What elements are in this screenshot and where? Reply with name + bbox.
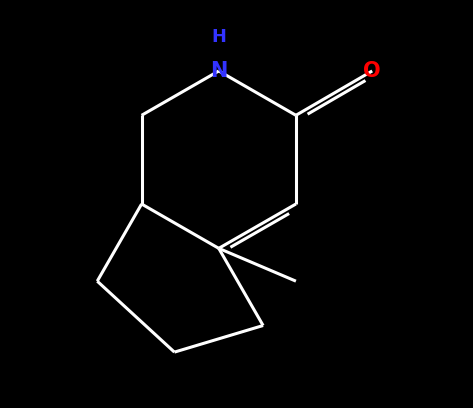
Text: N: N bbox=[210, 61, 228, 81]
Text: O: O bbox=[363, 61, 381, 81]
Text: H: H bbox=[211, 28, 226, 46]
